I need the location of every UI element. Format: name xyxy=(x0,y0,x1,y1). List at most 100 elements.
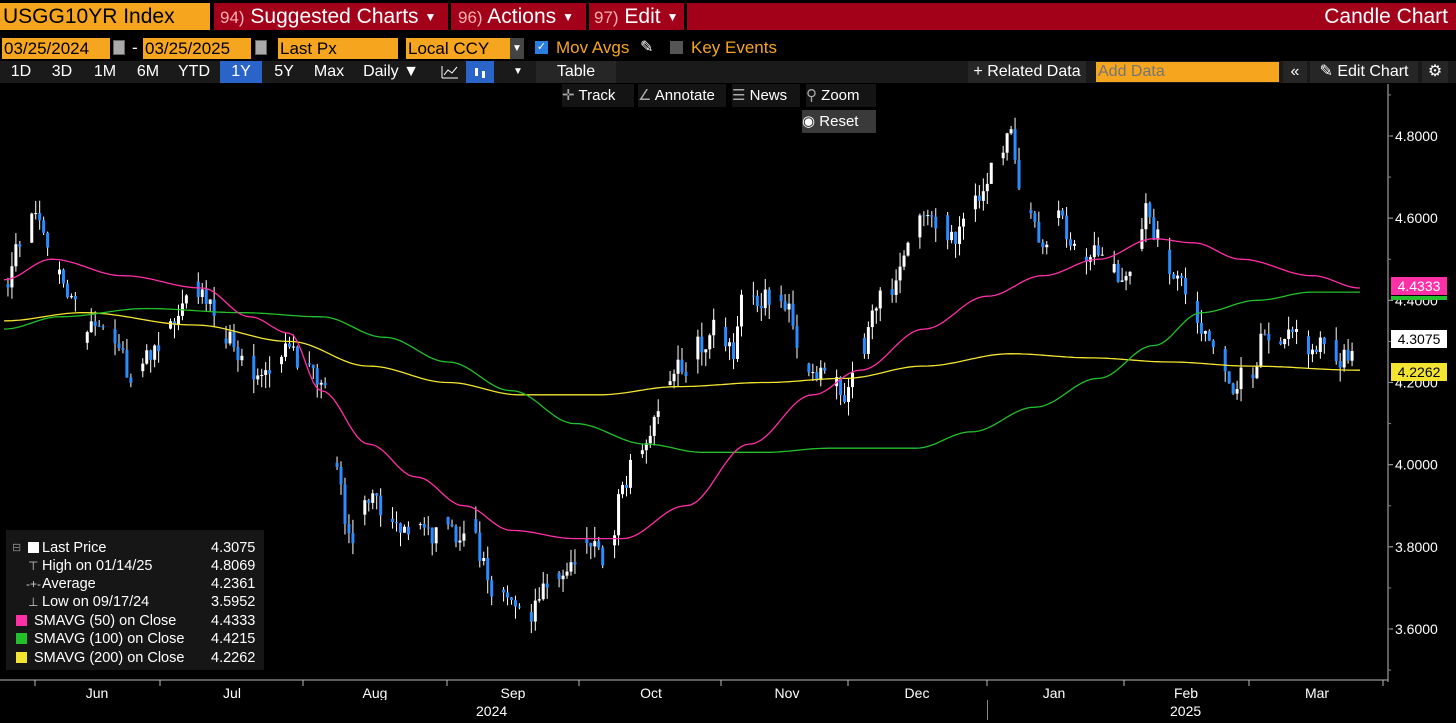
candle-body xyxy=(398,523,402,533)
legend-label: SMAVG (100) on Close xyxy=(34,631,185,647)
candle-body xyxy=(759,305,763,309)
price-chart[interactable]: 3.60003.80004.00004.20004.40004.60004.80… xyxy=(0,84,1456,700)
start-date-input[interactable]: 03/25/2024 xyxy=(2,38,110,59)
actions-menu[interactable]: 96) Actions ▼ xyxy=(458,3,574,30)
candle-body xyxy=(763,289,767,309)
candle-body xyxy=(890,289,894,295)
candle-body xyxy=(1057,210,1061,218)
range-ytd-button[interactable]: YTD xyxy=(178,63,210,80)
candle-body xyxy=(811,372,815,374)
candle-body xyxy=(1334,340,1338,362)
expand-icon[interactable]: ⊟ xyxy=(12,542,22,554)
candle-body xyxy=(533,600,537,622)
candle-body xyxy=(252,355,256,380)
frequency-select[interactable]: Daily ▼ xyxy=(363,63,419,80)
x-month-label: Jul xyxy=(223,685,241,700)
range-1m-button[interactable]: 1M xyxy=(93,63,117,80)
candle-body xyxy=(537,599,541,601)
price-field-select[interactable]: Last Px xyxy=(278,38,398,59)
related-data-button[interactable]: + Related Data xyxy=(968,61,1086,83)
candle-body xyxy=(870,310,874,328)
line-chart-icon[interactable] xyxy=(437,61,463,83)
reset-button[interactable]: ◉ Reset xyxy=(802,110,876,133)
candle-body xyxy=(371,493,375,503)
end-date-input[interactable]: 03/25/2025 xyxy=(143,38,251,59)
chart-type-title: Candle Chart xyxy=(1324,5,1448,28)
candle-body xyxy=(343,484,347,524)
candle-body xyxy=(644,443,648,451)
candle-body xyxy=(240,355,244,361)
candle-body xyxy=(510,597,514,601)
suggested-charts-menu[interactable]: 94) Suggested Charts ▼ xyxy=(220,3,436,30)
chevron-down-icon[interactable]: ▼ xyxy=(510,38,524,59)
reset-label: Reset xyxy=(819,113,859,130)
candle-body xyxy=(648,435,652,444)
candle-body xyxy=(1251,374,1255,379)
candle-body xyxy=(1029,210,1033,214)
candle-body xyxy=(291,346,295,348)
track-label: Track xyxy=(578,87,616,104)
x-month-label: Aug xyxy=(363,685,388,700)
candle-body xyxy=(1168,249,1172,275)
gear-icon[interactable]: ⚙ xyxy=(1422,61,1448,83)
candle-body xyxy=(866,327,870,354)
candle-body xyxy=(176,315,180,326)
calendar-icon[interactable] xyxy=(255,40,267,55)
range-1y-button[interactable]: 1Y xyxy=(220,61,262,83)
legend-value: 4.2262 xyxy=(211,650,256,666)
candle-body xyxy=(918,215,922,238)
candle-body xyxy=(585,539,589,544)
pencil-icon[interactable]: ✎ xyxy=(640,39,654,56)
add-data-input[interactable] xyxy=(1096,62,1279,82)
candle-body xyxy=(617,494,621,536)
candle-body xyxy=(736,326,740,359)
divider xyxy=(684,3,687,30)
candle-body xyxy=(117,343,121,348)
line-chart-glyph xyxy=(441,66,458,79)
legend-average: -+- Average 4.2361 xyxy=(6,575,264,593)
candle-body xyxy=(73,296,77,300)
candle-body xyxy=(462,533,466,541)
candle-body xyxy=(545,583,549,588)
ticker-field[interactable]: USGG10YR Index xyxy=(0,3,210,30)
edit-chart-button[interactable]: ✎ Edit Chart xyxy=(1310,61,1418,83)
zoom-tool[interactable]: ⚲ Zoom xyxy=(806,84,876,107)
candle-body xyxy=(1255,365,1259,379)
candle-body xyxy=(426,527,430,529)
range-max-button[interactable]: Max xyxy=(313,63,345,80)
candle-body xyxy=(113,329,117,344)
range-6m-button[interactable]: 6M xyxy=(136,63,160,80)
range-1d-button[interactable]: 1D xyxy=(10,63,32,80)
legend-value: 3.5952 xyxy=(211,594,256,610)
range-5y-button[interactable]: 5Y xyxy=(274,63,294,80)
menu-number: 96) xyxy=(458,8,483,27)
average-marker-icon: -+- xyxy=(26,577,41,591)
pencil-icon: ✎ xyxy=(1319,63,1338,80)
candle-chart-icon[interactable] xyxy=(466,61,494,83)
annotate-tool[interactable]: ∠ Annotate xyxy=(638,84,726,107)
chevron-down-icon: ▼ xyxy=(424,9,437,24)
candle-body xyxy=(565,571,569,576)
range-3d-button[interactable]: 3D xyxy=(51,63,73,80)
candle-body xyxy=(728,342,732,347)
mov-avgs-checkbox[interactable]: ✓ xyxy=(535,41,548,54)
candle-body xyxy=(989,162,993,184)
currency-select[interactable]: Local CCY xyxy=(406,38,510,59)
candle-body xyxy=(950,231,954,241)
candle-body xyxy=(640,450,644,455)
low-marker-icon: ⊥ xyxy=(28,595,39,609)
candle-body xyxy=(561,575,565,580)
candle-body xyxy=(1211,340,1215,348)
table-button[interactable]: Table xyxy=(536,61,616,83)
news-tool[interactable]: ☰ News xyxy=(732,84,800,107)
chevron-down-icon[interactable]: ▼ xyxy=(513,66,523,77)
track-tool[interactable]: ✛ Track xyxy=(562,84,634,107)
collapse-icon[interactable]: « xyxy=(1283,61,1307,83)
candle-body xyxy=(339,466,343,485)
key-events-checkbox[interactable] xyxy=(670,41,683,54)
calendar-icon[interactable] xyxy=(113,40,125,55)
legend-last-price: ⊟ Last Price 4.3075 xyxy=(6,539,264,557)
candle-body xyxy=(962,218,966,227)
candle-body xyxy=(1009,129,1013,134)
edit-menu[interactable]: 97) Edit ▼ xyxy=(594,3,679,30)
